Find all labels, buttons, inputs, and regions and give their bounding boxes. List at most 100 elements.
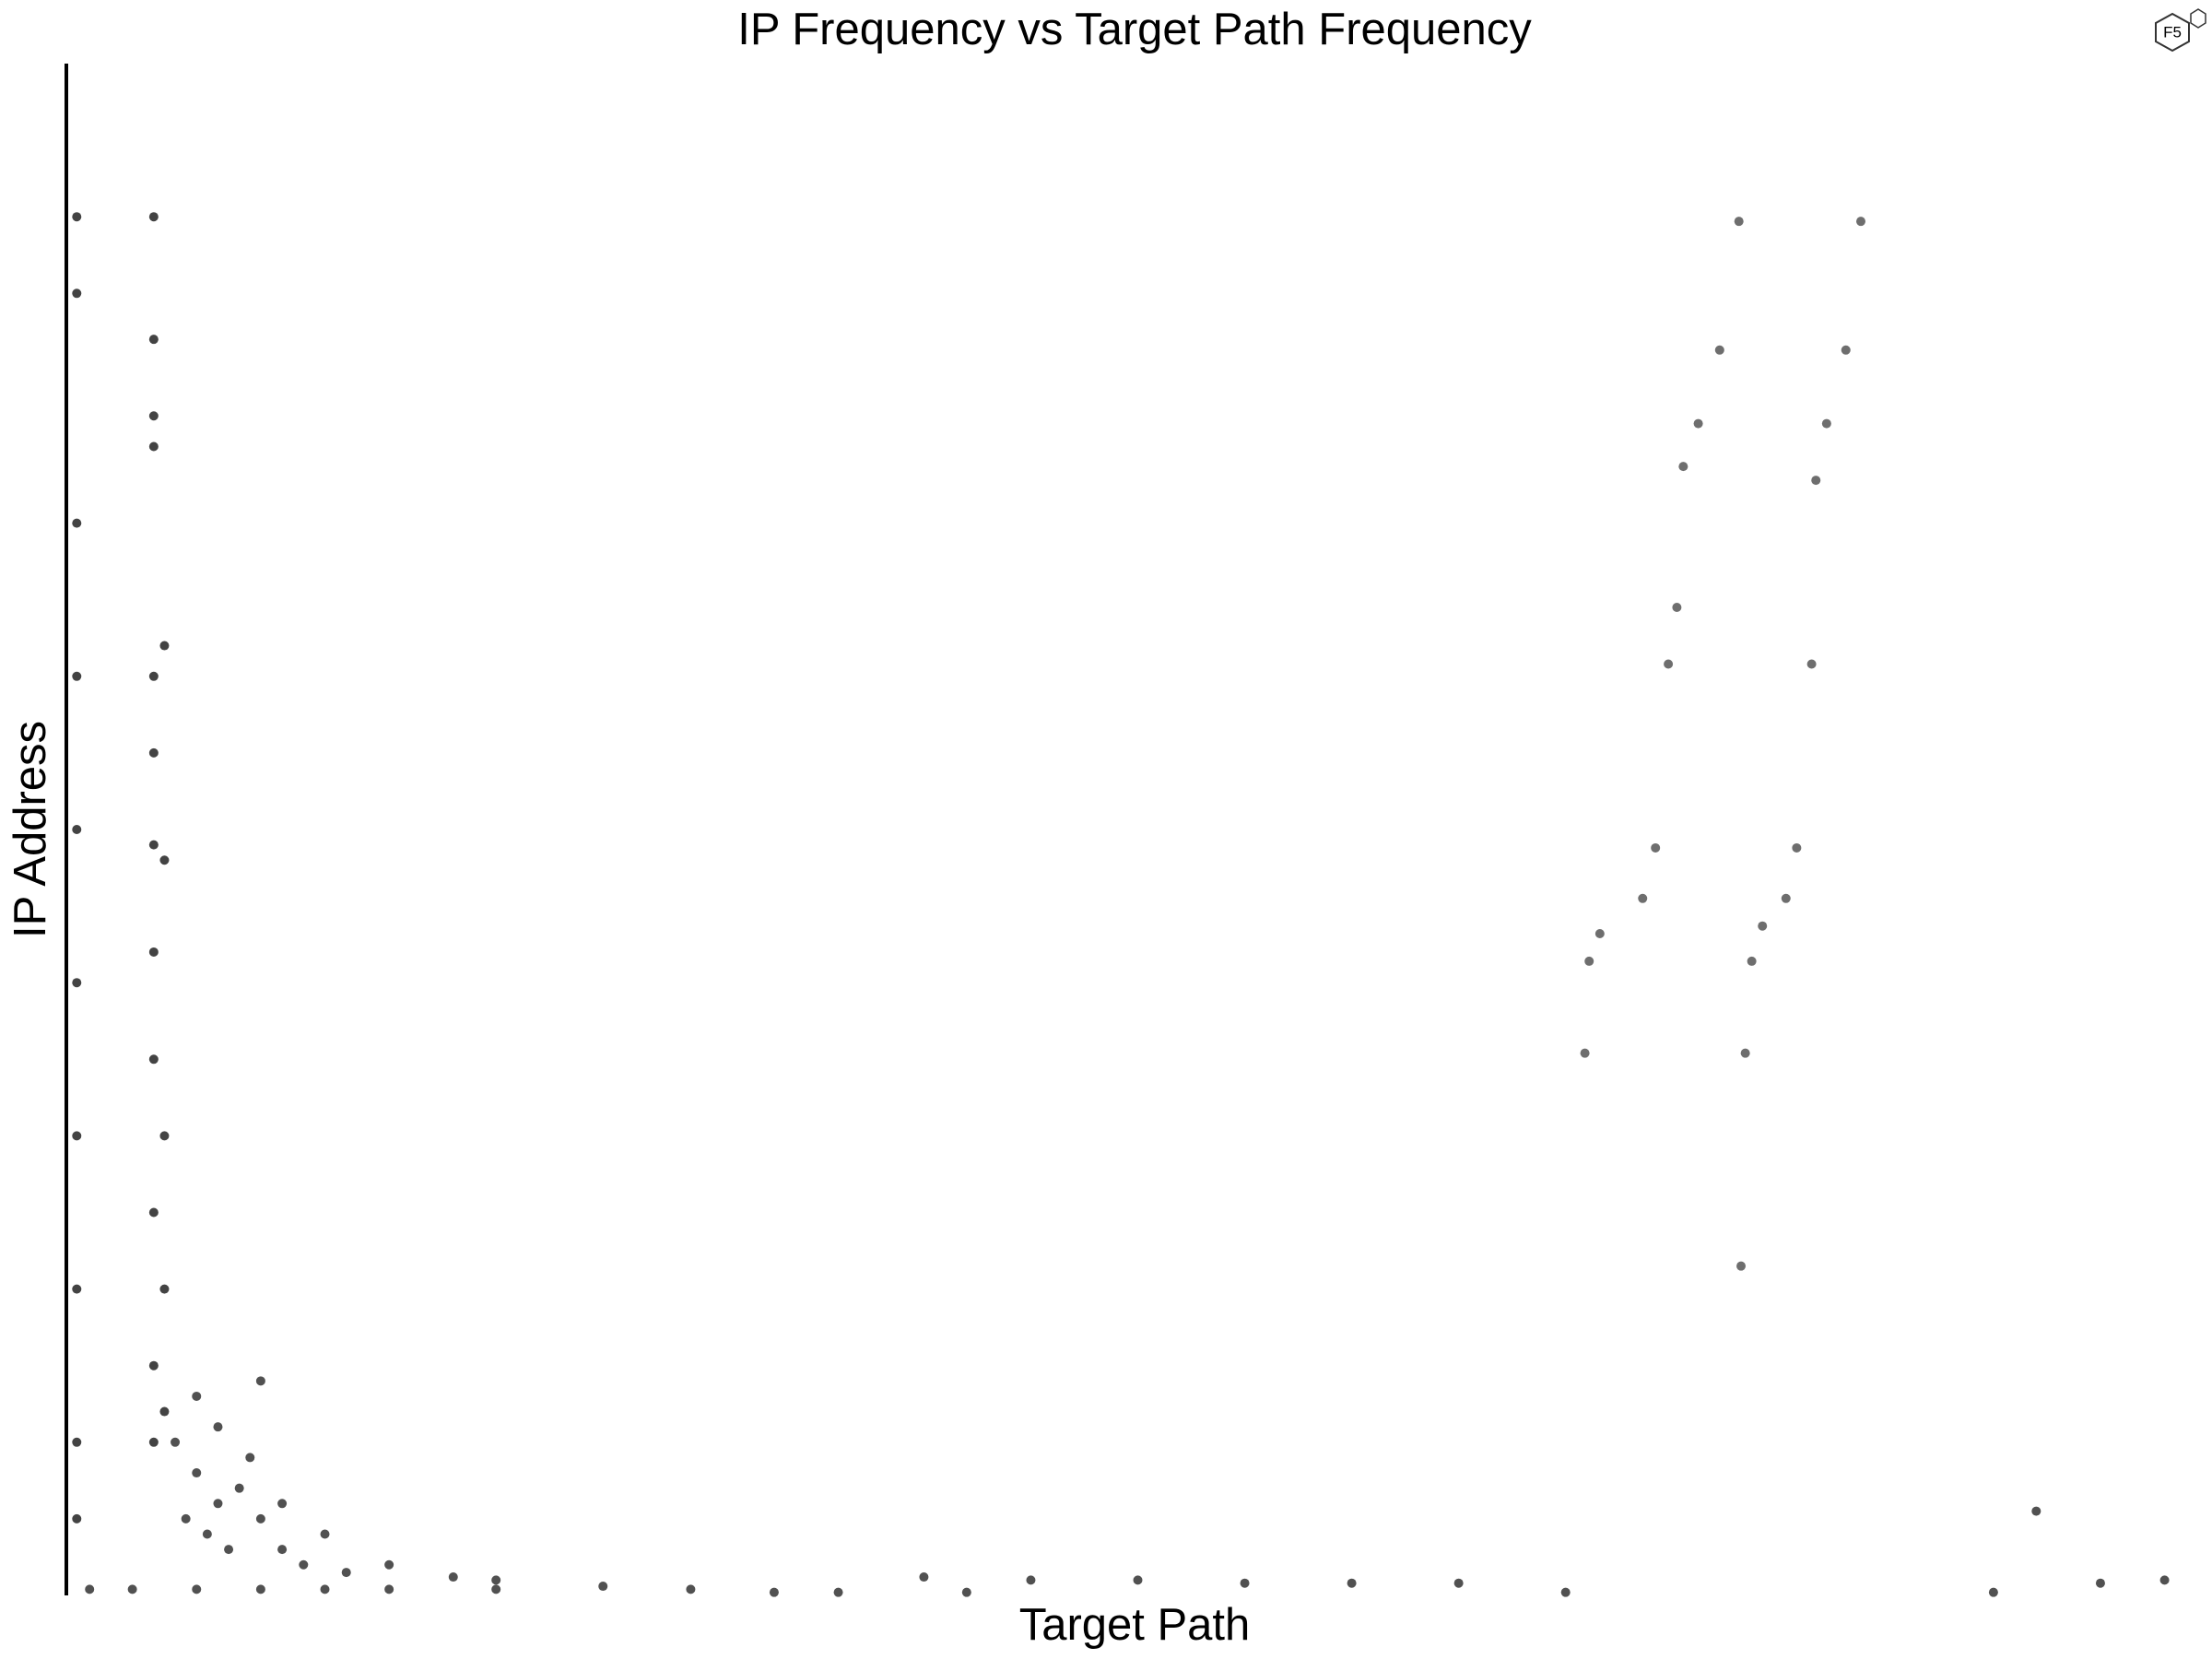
point — [1672, 603, 1682, 613]
logo-badge — [2190, 8, 2206, 29]
point — [255, 1584, 265, 1594]
point — [224, 1545, 234, 1555]
point — [245, 1453, 255, 1463]
y-axis-label: IP Address — [6, 721, 55, 938]
point — [255, 1513, 265, 1524]
point — [598, 1582, 608, 1592]
point — [85, 1584, 95, 1594]
point — [1453, 1578, 1464, 1588]
point — [202, 1529, 212, 1539]
point — [1855, 217, 1865, 227]
point — [1792, 842, 1802, 853]
point — [72, 825, 82, 834]
point — [384, 1559, 394, 1570]
point — [148, 1360, 159, 1371]
point — [72, 1131, 82, 1141]
point — [1664, 659, 1674, 669]
point — [341, 1568, 351, 1578]
point — [148, 747, 159, 758]
point — [1811, 476, 1821, 486]
point — [1758, 921, 1768, 931]
point — [1584, 956, 1594, 966]
point — [299, 1559, 309, 1570]
point — [961, 1587, 971, 1597]
point — [148, 441, 159, 452]
point — [72, 1513, 82, 1524]
point — [491, 1584, 501, 1594]
point — [1747, 956, 1757, 966]
logo: F5 — [2155, 8, 2206, 53]
point — [1781, 893, 1791, 903]
point — [159, 855, 170, 865]
point — [1026, 1575, 1036, 1585]
point — [1841, 345, 1851, 355]
point — [1736, 1261, 1747, 1271]
point — [1594, 929, 1605, 939]
point — [1133, 1575, 1143, 1585]
point — [1678, 462, 1688, 472]
point — [181, 1513, 191, 1524]
point — [769, 1587, 779, 1597]
plot-area — [72, 212, 2170, 1597]
point — [320, 1584, 330, 1594]
point — [1580, 1048, 1590, 1058]
point — [148, 1207, 159, 1218]
point — [1806, 659, 1817, 669]
point — [148, 947, 159, 957]
point — [277, 1545, 288, 1555]
point — [1240, 1578, 1250, 1588]
chart-title: IP Frequency vs Target Path Frequency — [737, 5, 1532, 54]
point — [1821, 418, 1831, 429]
point — [491, 1575, 501, 1585]
point — [2031, 1506, 2041, 1516]
point — [213, 1422, 223, 1432]
point — [159, 1406, 170, 1417]
point — [2095, 1578, 2105, 1588]
point — [1651, 842, 1661, 853]
point — [1988, 1587, 1998, 1597]
point — [72, 518, 82, 528]
point — [686, 1584, 696, 1594]
point — [833, 1587, 843, 1597]
logo-text: F5 — [2163, 23, 2182, 41]
logo-hexagon — [2155, 12, 2190, 53]
point — [148, 411, 159, 421]
x-axis-label: Target Path — [1019, 1600, 1251, 1650]
point — [1560, 1587, 1571, 1597]
point — [255, 1376, 265, 1386]
point — [1693, 418, 1703, 429]
point — [919, 1572, 929, 1583]
point — [72, 288, 82, 299]
point — [72, 212, 82, 222]
point — [171, 1437, 181, 1447]
point — [213, 1499, 223, 1509]
point — [234, 1483, 244, 1493]
point — [448, 1572, 458, 1583]
point — [72, 1437, 82, 1447]
point — [320, 1529, 330, 1539]
point — [159, 1284, 170, 1294]
point — [2159, 1575, 2170, 1585]
point — [72, 671, 82, 681]
point — [192, 1391, 202, 1401]
point — [1347, 1578, 1357, 1588]
point — [192, 1468, 202, 1478]
point — [1740, 1048, 1750, 1058]
point — [148, 840, 159, 850]
point — [1638, 893, 1648, 903]
point — [148, 1054, 159, 1065]
point — [148, 1437, 159, 1447]
point — [148, 335, 159, 345]
point — [148, 671, 159, 681]
point — [192, 1584, 202, 1594]
point — [1734, 217, 1744, 227]
point — [127, 1584, 137, 1594]
point — [159, 1131, 170, 1141]
point — [277, 1499, 288, 1509]
point — [72, 1284, 82, 1294]
point — [72, 978, 82, 988]
point — [1714, 345, 1724, 355]
point — [148, 212, 159, 222]
